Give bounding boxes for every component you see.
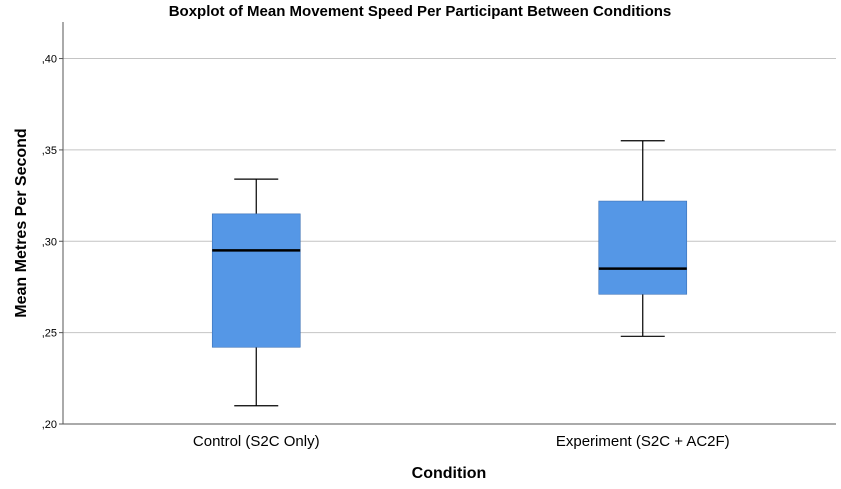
- x-axis-label: Condition: [412, 465, 487, 482]
- boxes-group: [211, 140, 688, 407]
- y-tick-label: ,20: [42, 419, 57, 431]
- y-axis-ticks: ,20 ,25 ,30 ,35 ,40: [42, 54, 63, 431]
- gridlines: [63, 58, 836, 334]
- x-category-label: Experiment (S2C + AC2F): [556, 433, 730, 450]
- x-category-label: Control (S2C Only): [193, 433, 320, 450]
- box-2: [598, 140, 688, 337]
- chart-title: Boxplot of Mean Movement Speed Per Parti…: [169, 3, 672, 20]
- y-tick-label: ,30: [42, 236, 57, 248]
- y-tick-label: ,25: [42, 328, 57, 340]
- iqr-box: [598, 200, 688, 295]
- y-tick-label: ,40: [42, 54, 57, 66]
- box-1: [211, 178, 301, 407]
- x-axis-categories: Control (S2C Only) Experiment (S2C + AC2F…: [193, 433, 730, 450]
- iqr-box: [211, 213, 301, 348]
- y-tick-label: ,35: [42, 145, 57, 157]
- y-axis-label: Mean Metres Per Second: [13, 128, 30, 317]
